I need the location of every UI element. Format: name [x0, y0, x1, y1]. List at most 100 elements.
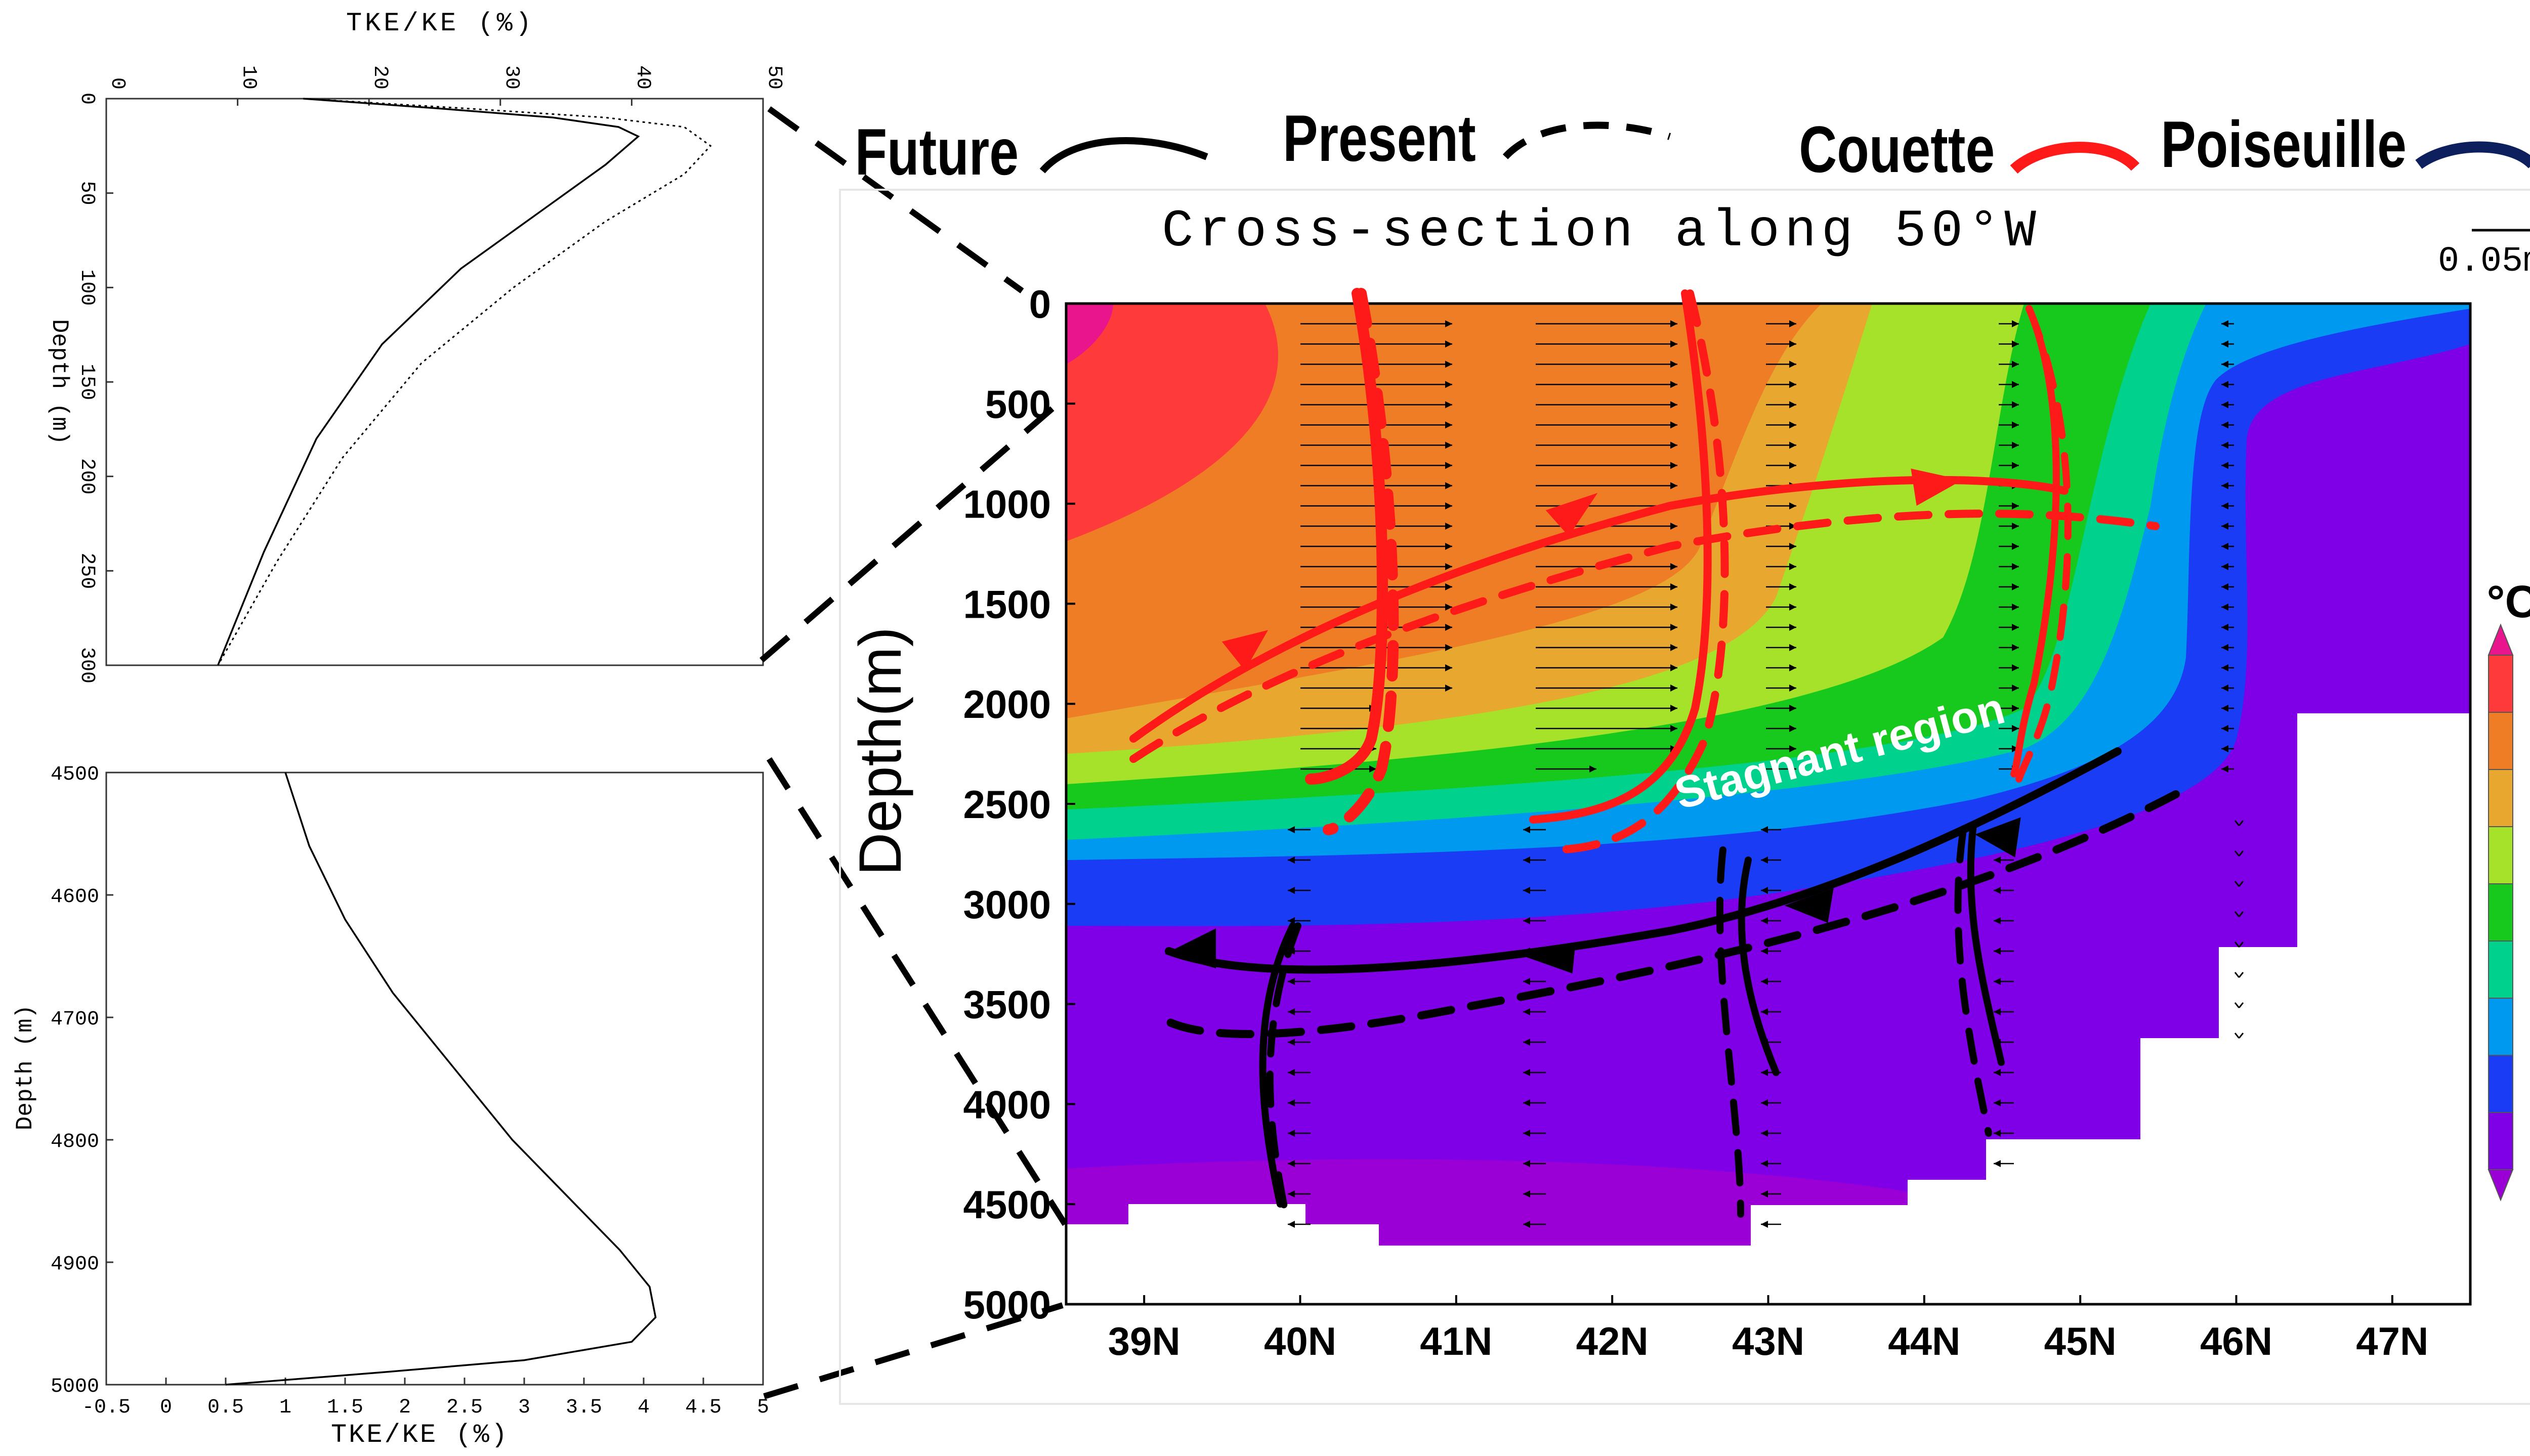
deep-present-horizontal [1165, 790, 2180, 1038]
velocity-arrowhead [2221, 664, 2228, 671]
main-ytick-label: 4500 [963, 1182, 1051, 1227]
deep-arrowhead-1 [1974, 817, 2021, 858]
main-xtick-label: 46N [2200, 1319, 2272, 1363]
upper-ytick-label: 150 [75, 364, 98, 400]
deep-future-vertical-2 [1738, 857, 1780, 1076]
velocity-arrowhead [1288, 978, 1295, 985]
velocity-arrowhead [1445, 502, 1452, 509]
velocity-arrowhead [1761, 1160, 1768, 1167]
velocity-arrowhead [2012, 381, 2019, 388]
main-ytick-label: 2000 [963, 682, 1051, 726]
velocity-arrowhead [1994, 1069, 2001, 1076]
lower-xtick-label: 3 [518, 1396, 530, 1419]
profile-upper-title: TKE/KE (%) [346, 9, 534, 38]
velocity-arrowhead [1288, 826, 1295, 833]
velocity-arrowhead [2012, 563, 2019, 570]
velocity-arrowhead [1523, 978, 1530, 985]
main-ytick-label: 3000 [963, 882, 1051, 927]
scale-label: 0.05m/s [2438, 242, 2530, 282]
upper-xtick-label: 0 [106, 77, 129, 90]
velocity-arrowhead [2234, 1033, 2244, 1039]
velocity-arrowhead [1994, 1008, 2001, 1015]
velocity-arrowhead [2221, 604, 2228, 611]
velocity-arrowhead [2221, 624, 2228, 631]
velocity-arrowhead [2012, 604, 2019, 611]
velocity-arrowhead [1994, 1099, 2001, 1106]
main-xtick-label: 43N [1732, 1319, 1804, 1363]
velocity-arrowhead [2221, 482, 2228, 489]
velocity-arrowhead [1761, 1069, 1768, 1076]
velocity-arrowhead [2012, 543, 2019, 550]
velocity-arrowhead [1445, 684, 1452, 692]
velocity-arrowhead [1761, 887, 1768, 894]
legend-present-label: Present [1283, 101, 1476, 175]
profile-lower-xticks: -0.5 0 0.5 1 1.5 2 2.5 3 3.5 4 4.5 5 [82, 1378, 769, 1419]
lower-ytick-label: 4500 [51, 763, 99, 786]
couette-arrowhead-3 [1911, 468, 1963, 506]
velocity-arrowhead [1789, 745, 1796, 752]
couette-arrowhead-2 [1545, 493, 1598, 536]
upper-series-line-solid [217, 98, 640, 666]
colorbar-box [2488, 883, 2513, 941]
velocity-arrowhead [1994, 948, 2001, 955]
velocity-arrowhead [1445, 482, 1452, 489]
upper-ytick-label: 50 [75, 181, 98, 205]
lower-xtick-label: 4 [638, 1396, 650, 1419]
deep-present-vertical-1 [1266, 922, 1301, 1228]
velocity-arrowhead [1445, 381, 1452, 388]
deep-curves [1164, 747, 2180, 1228]
velocity-arrowhead [2221, 543, 2228, 550]
velocity-arrowhead [1523, 826, 1530, 833]
velocity-arrowhead [1670, 644, 1677, 651]
main-xtick-label: 47N [2356, 1319, 2428, 1363]
main-ytick-label: 1000 [963, 482, 1051, 527]
deep-future-vertical-1 [1259, 922, 1296, 1208]
velocity-arrowhead [2221, 745, 2228, 752]
main-panel-frame [839, 189, 2530, 1405]
velocity-arrowhead [1670, 523, 1677, 530]
velocity-arrowhead [2221, 401, 2228, 408]
velocity-arrowhead [1761, 948, 1768, 955]
velocity-arrowhead [2234, 820, 2244, 826]
velocity-arrowhead [1523, 1099, 1530, 1106]
velocity-arrowhead [1761, 857, 1768, 864]
colorbar-box [2488, 769, 2513, 827]
velocity-arrowhead [1994, 1160, 2001, 1167]
velocity-arrowhead [1789, 624, 1796, 631]
couette-present-vertical-1 [1323, 288, 1399, 835]
velocity-arrowhead [2221, 563, 2228, 570]
velocity-arrowhead [1994, 978, 2001, 985]
velocity-arrowhead [2012, 644, 2019, 651]
deep-future-vertical-3 [1967, 821, 2005, 1066]
lower-ytick-label: 5000 [51, 1376, 99, 1398]
velocity-arrowhead [1670, 421, 1677, 429]
velocity-arrowhead [1288, 1221, 1295, 1228]
velocity-arrowhead [1789, 340, 1796, 348]
profile-lower-yticks: 4500 4600 4700 4800 4900 5000 [51, 763, 113, 1398]
velocity-arrowhead [1789, 442, 1796, 449]
velocity-arrowhead [1288, 1130, 1295, 1137]
upper-series-line-dotted [217, 98, 712, 666]
velocity-arrowhead [2012, 442, 2019, 449]
profile-upper-frame [105, 98, 764, 666]
velocity-arrowhead [1369, 765, 1376, 773]
profile-lower-xlabel: TKE/KE (%) [331, 1420, 509, 1450]
colorbar-box [2488, 655, 2513, 713]
lower-xtick-label: 5 [757, 1396, 769, 1419]
velocity-arrowhead [1445, 340, 1452, 348]
velocity-arrowhead [1670, 563, 1677, 570]
velocity-arrowhead [2221, 320, 2228, 327]
legend-future-line [1039, 137, 1208, 174]
velocity-arrowhead [1670, 624, 1677, 631]
lower-xtick-label: 1 [279, 1396, 291, 1419]
velocity-arrowhead [1445, 361, 1452, 368]
velocity-arrowhead [1670, 340, 1677, 348]
velocity-arrowhead [1789, 583, 1796, 590]
lower-xtick-label: 0 [160, 1396, 172, 1419]
lower-xtick-label: 2.5 [446, 1396, 483, 1419]
velocity-arrowhead [2221, 644, 2228, 651]
velocity-arrowhead [2221, 725, 2228, 732]
velocity-arrowhead [1589, 765, 1596, 773]
velocity-arrowhead [2221, 340, 2228, 348]
